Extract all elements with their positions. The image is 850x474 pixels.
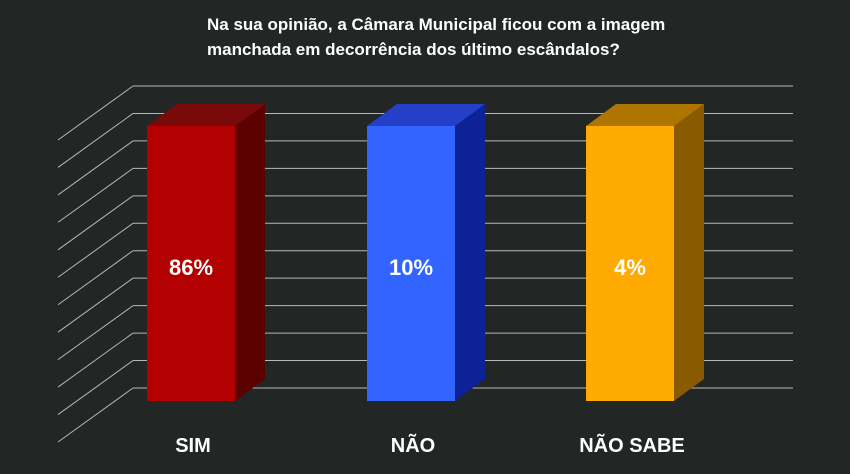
gridline-diagonal xyxy=(57,387,134,443)
gridline-diagonal xyxy=(57,195,134,251)
bars: 86% 10% 4% xyxy=(147,104,704,401)
data-label: 4% xyxy=(614,255,646,280)
bar-front xyxy=(147,126,235,401)
bar-front xyxy=(367,126,455,401)
gridline-diagonal xyxy=(57,332,134,388)
bar-side xyxy=(455,104,485,401)
category-label: NÃO SABE xyxy=(579,434,685,457)
bar-top xyxy=(147,104,265,126)
bar-1: 86% xyxy=(147,104,265,401)
chart-title: Na sua opinião, a Câmara Municipal ficou… xyxy=(207,12,727,62)
bar-3: 4% xyxy=(586,104,704,401)
gridline-diagonal xyxy=(57,360,134,415)
gridline-diagonal xyxy=(57,305,134,361)
data-label: 10% xyxy=(389,255,433,280)
chart-title-line-1: Na sua opinião, a Câmara Municipal ficou… xyxy=(207,15,666,34)
category-label: SIM xyxy=(175,435,211,457)
gridline-diagonal xyxy=(57,167,134,223)
gridline-diagonal xyxy=(57,113,134,168)
gridline-diagonal xyxy=(57,85,134,141)
bar-top xyxy=(586,104,704,126)
gridline-diagonal xyxy=(57,222,134,278)
category-label: NÃO xyxy=(391,434,435,457)
category-labels: SIM NÃO NÃO SABE xyxy=(175,434,685,457)
bar-front xyxy=(586,126,674,401)
gridline-diagonal xyxy=(57,277,134,333)
bar-2: 10% xyxy=(367,104,485,401)
bar-side xyxy=(674,104,704,401)
chart-title-line-2: manchada em decorrência dos último escân… xyxy=(207,40,620,59)
data-label: 86% xyxy=(169,255,213,280)
bar-side xyxy=(235,104,265,401)
bar-top xyxy=(367,104,485,126)
gridline-diagonal xyxy=(57,250,134,306)
gridline-diagonal xyxy=(57,140,134,196)
